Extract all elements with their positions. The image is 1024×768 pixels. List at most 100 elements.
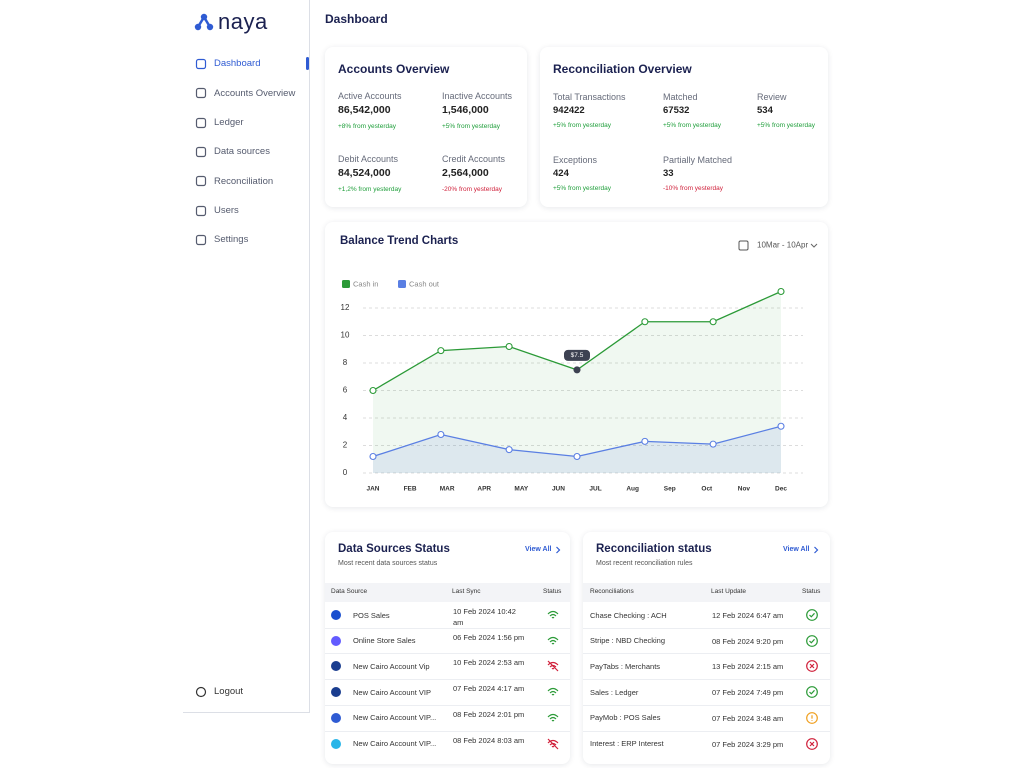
- card-title: Accounts Overview: [338, 61, 450, 76]
- legend-label: Cash in: [353, 279, 378, 288]
- row-date: 07 Feb 2024 7:49 pm: [712, 688, 784, 698]
- table-header-row: [583, 583, 830, 602]
- row-name: Online Store Sales: [353, 636, 416, 646]
- metric-value: 534: [757, 105, 773, 117]
- status-icon: [806, 660, 818, 673]
- point: [777, 287, 785, 296]
- row-name: PayMob : POS Sales: [590, 713, 661, 723]
- view-all-link[interactable]: View All: [783, 545, 810, 553]
- status-icon: [547, 687, 559, 696]
- icon-shape: [809, 689, 815, 695]
- point: [437, 430, 445, 439]
- y-tick-label: 6: [343, 386, 348, 395]
- nav-item[interactable]: Settings: [214, 234, 249, 246]
- nav-item[interactable]: Data sources: [214, 146, 270, 158]
- status-icon: [806, 609, 818, 621]
- icon-shape: [814, 546, 819, 554]
- card-subtitle: Most recent reconciliation rules: [596, 559, 693, 567]
- metric-change: +5% from yesterday: [553, 185, 611, 193]
- row-name: Stripe : NBD Checking: [590, 636, 666, 646]
- metric-label: Active Accounts: [338, 90, 402, 101]
- icon-shape: [547, 636, 559, 645]
- row-date: 13 Feb 2024 2:15 am: [712, 662, 784, 672]
- row-date: 08 Feb 2024 2:01 pm: [453, 709, 525, 719]
- metric-change: -10% from yesterday: [663, 185, 723, 193]
- chart: Balance Trend Charts 10Mar - 10Apr 0 2 4 6 8 10…: [340, 235, 818, 493]
- view-all-link[interactable]: View All: [525, 545, 552, 553]
- nav-icon: [195, 117, 207, 128]
- metric-change: +5% from yesterday: [757, 122, 815, 130]
- icon-shape: [547, 610, 559, 619]
- x-tick-label: APR: [477, 486, 491, 493]
- sidebar-bottom-border: [183, 712, 310, 713]
- nav-icon: [195, 205, 207, 216]
- reconciliation-overview-card: [540, 47, 828, 207]
- status-icon: [806, 634, 818, 647]
- row-divider: [583, 679, 830, 681]
- column-header: Status: [802, 588, 821, 596]
- column-header: Last Sync: [452, 588, 481, 596]
- icon-shape: [195, 205, 207, 216]
- nav-icon: [195, 146, 207, 157]
- icon-shape: [331, 738, 341, 749]
- logo-text: naya: [218, 8, 268, 34]
- sidebar-border: [309, 0, 310, 712]
- icon-shape: [331, 687, 341, 698]
- point: [777, 422, 785, 430]
- metric-label: Partially Matched: [663, 154, 733, 165]
- metric-value: 942422: [553, 105, 585, 117]
- point: [573, 366, 581, 374]
- legend-swatch: [342, 280, 350, 288]
- card-subtitle: Most recent data sources status: [338, 559, 438, 567]
- metric-change: +1,2% from yesterday: [338, 186, 402, 194]
- nav-item[interactable]: Dashboard: [214, 58, 261, 70]
- status-icon: [547, 713, 559, 722]
- icon-shape: [195, 117, 207, 128]
- y-tick-label: 10: [341, 331, 350, 340]
- column-header: Reconciliations: [590, 588, 634, 596]
- chevron: [556, 546, 561, 554]
- source-logo: [331, 687, 341, 698]
- nav-item[interactable]: Accounts Overview: [214, 87, 296, 99]
- y-tick-label: 2: [343, 441, 348, 450]
- legend-swatch: [398, 280, 406, 288]
- column-header: Last Update: [711, 588, 747, 596]
- status-icon: [806, 686, 818, 698]
- logout[interactable]: Logout: [214, 686, 244, 698]
- x-tick-label: Sep: [664, 486, 676, 493]
- icon-shape: [195, 686, 207, 698]
- metric-value: 424: [553, 168, 569, 180]
- row-divider: [583, 730, 830, 732]
- icon-shape: [806, 609, 818, 621]
- date-range: 10Mar - 10Apr: [757, 241, 808, 250]
- metric-label: Exceptions: [553, 154, 598, 165]
- nav-item[interactable]: Users: [214, 204, 239, 216]
- icon-shape: [806, 737, 818, 750]
- icon-shape: [195, 176, 207, 187]
- area: [373, 291, 781, 473]
- legend-label: Cash out: [409, 279, 440, 288]
- metric-label: Credit Accounts: [442, 153, 506, 164]
- metric-label: Debit Accounts: [338, 153, 399, 164]
- point: [369, 386, 377, 395]
- x-tick-label: Nov: [738, 486, 751, 493]
- source-logo: [331, 712, 341, 723]
- metric-change: +8% from yesterday: [338, 123, 396, 131]
- status-icon: [806, 711, 818, 724]
- icon-shape: [806, 686, 818, 698]
- nav-item[interactable]: Ledger: [214, 116, 244, 128]
- icon-shape: [809, 663, 815, 669]
- metric-label: Inactive Accounts: [442, 90, 513, 101]
- icon-shape: [331, 712, 341, 723]
- icon-shape: [331, 635, 341, 646]
- nav-item[interactable]: Reconciliation: [214, 175, 274, 187]
- chevron: [814, 546, 819, 554]
- status-icon: [547, 660, 559, 672]
- accounts-overview-card: [325, 47, 527, 207]
- metric-value: 1,546,000: [442, 103, 489, 116]
- x-tick-label: JUN: [552, 486, 565, 493]
- row-date: 07 Feb 2024 4:17 am: [453, 684, 525, 694]
- metric-value: 2,564,000: [442, 166, 489, 179]
- source-logo: [331, 635, 341, 646]
